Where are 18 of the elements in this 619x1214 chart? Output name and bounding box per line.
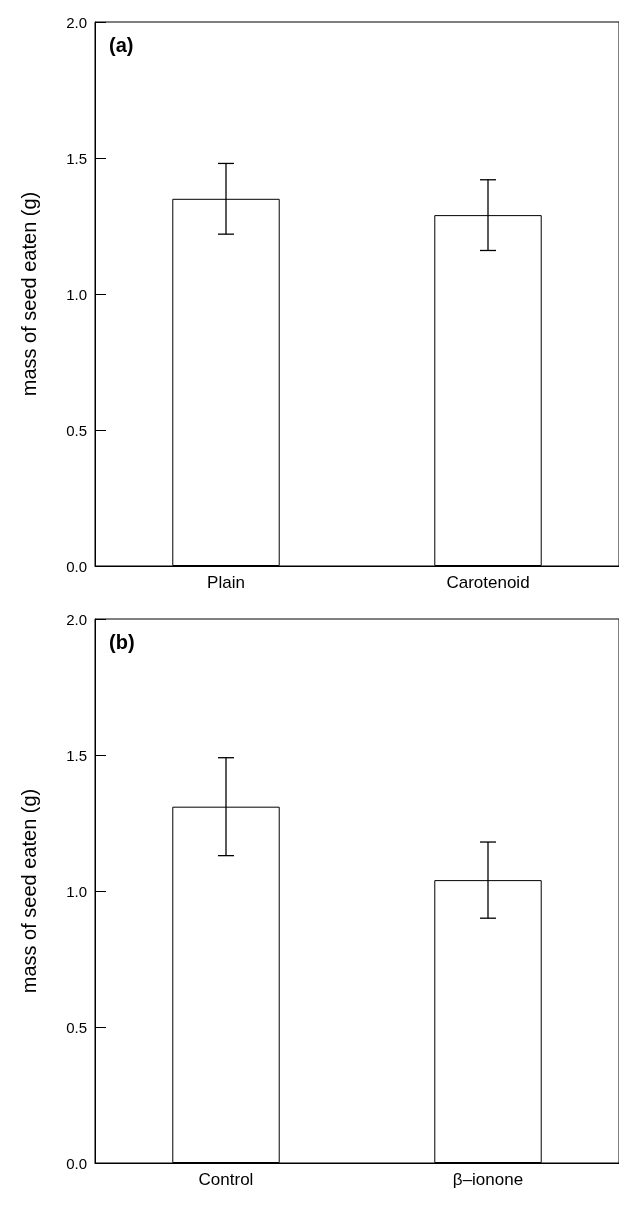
y-axis-title: mass of seed eaten (g) [18,191,40,397]
y-tick-label: 2.0 [66,13,87,31]
y-tick-label: 1.0 [66,882,87,900]
y-axis-title: mass of seed eaten (g) [18,788,40,994]
y-tick-label: 1.5 [66,746,87,764]
x-tick-label: Carotenoid [446,573,530,592]
y-tick-label: 0.0 [66,557,87,575]
x-tick-label: Control [198,1170,254,1189]
y-tick-label: 0.5 [66,1018,87,1036]
text: (a) [109,34,134,56]
y-tick-label: 2.0 [66,610,87,628]
y-tick-label: 1.5 [66,149,87,167]
x-tick-label: β–ionone [452,1170,524,1189]
text: (b) [109,631,135,653]
x-tick-label: Plain [207,573,245,592]
y-tick-label: 1.0 [66,285,87,303]
y-tick-label: 0.5 [66,421,87,439]
y-tick-label: 0.0 [66,1154,87,1172]
